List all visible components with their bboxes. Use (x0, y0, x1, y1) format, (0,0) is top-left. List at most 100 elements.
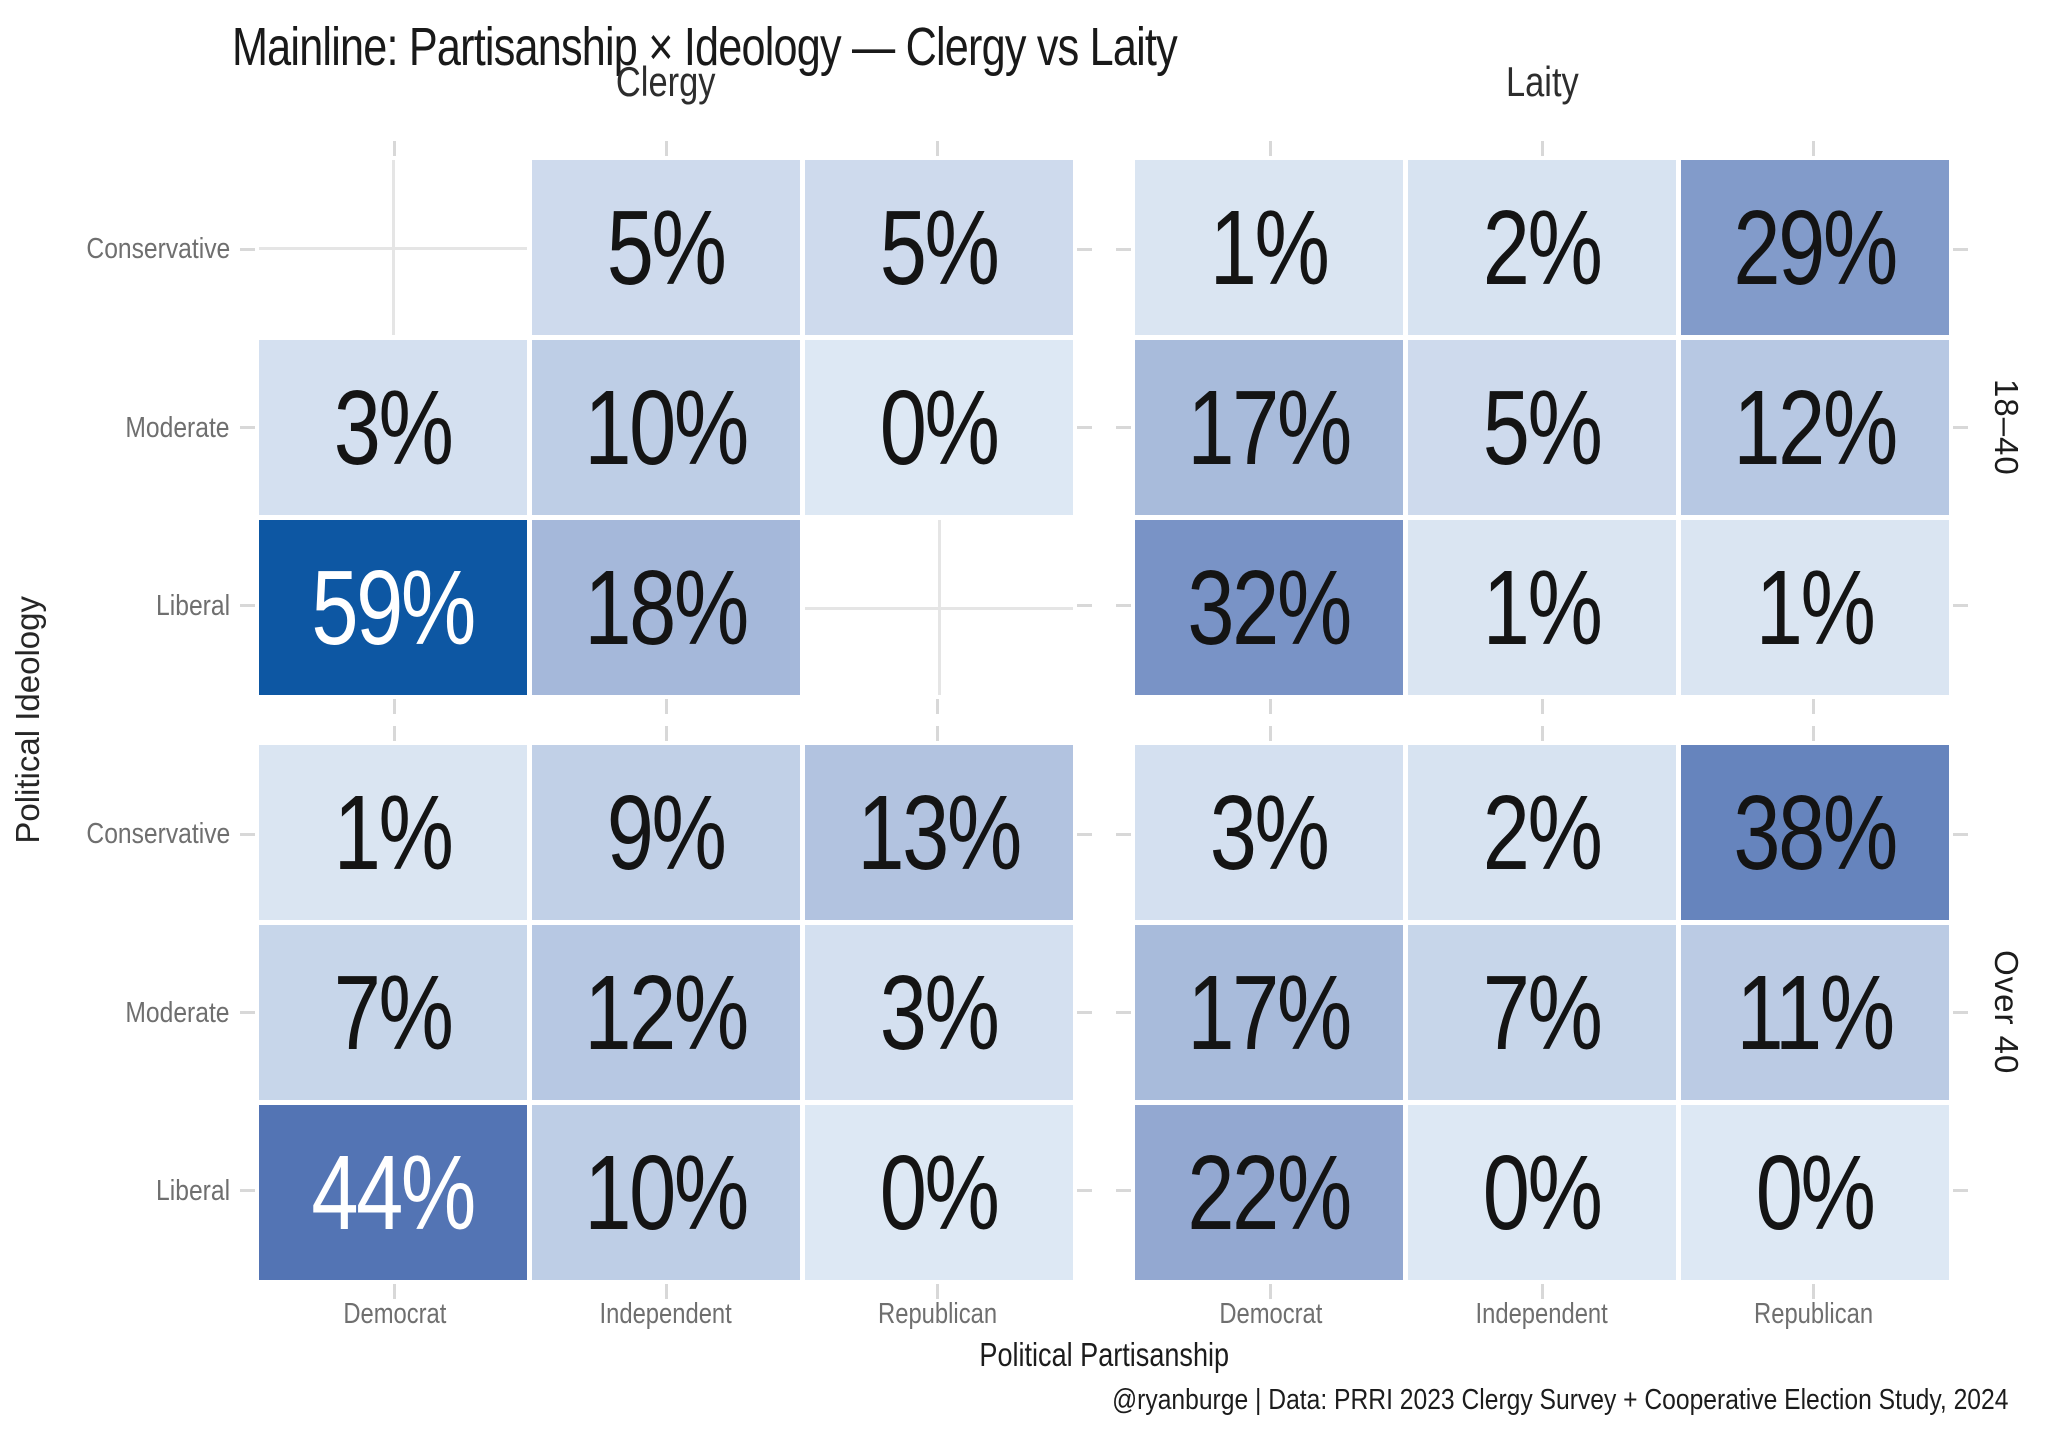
cell-value-label: 10% (584, 368, 750, 487)
axis-tick (1116, 426, 1131, 429)
y-axis-title: Political Ideology (9, 596, 46, 844)
axis-tick (240, 426, 255, 429)
cell-value-label: 44% (311, 1133, 477, 1252)
heatmap-cell: 18% (532, 520, 800, 695)
cell-value-label: 5% (1483, 368, 1603, 487)
axis-tick (664, 1284, 668, 1299)
heatmap-cell: 22% (1135, 1105, 1403, 1280)
heatmap-cell: 3% (805, 925, 1073, 1100)
axis-tick (240, 1011, 255, 1014)
heatmap-cell-empty (805, 520, 1073, 695)
heatmap-cell: 29% (1681, 160, 1949, 335)
cell-value-label: 0% (1756, 1133, 1876, 1252)
cell-value-label: 0% (880, 1133, 1000, 1252)
cell-value-label: 0% (880, 368, 1000, 487)
x-axis-title: Political Partisanship (979, 1336, 1230, 1373)
heatmap-cell: 1% (259, 745, 527, 920)
heatmap-cell: 3% (1135, 745, 1403, 920)
gridline (805, 606, 1073, 610)
axis-tick (1953, 1189, 1968, 1193)
axis-tick (240, 832, 255, 836)
heatmap-cell: 5% (1408, 340, 1676, 515)
y-tick-label: Conservative (86, 233, 230, 266)
axis-tick (1116, 604, 1131, 608)
heatmap-cell: 12% (532, 925, 800, 1100)
axis-tick (1953, 247, 1968, 251)
axis-tick (1540, 141, 1544, 156)
heatmap-cell: 38% (1681, 745, 1949, 920)
facet-row-label-over-40: Over 40 (1988, 950, 2025, 1075)
axis-tick (1269, 1284, 1273, 1299)
x-tick-label: Republican (1753, 1298, 1873, 1330)
cell-value-label: 1% (1210, 188, 1330, 307)
axis-tick (393, 726, 397, 741)
heatmap-cell: 1% (1408, 520, 1676, 695)
heatmap-cell: 13% (805, 745, 1073, 920)
heatmap-cell: 17% (1135, 340, 1403, 515)
x-tick-label: Independent (1475, 1298, 1609, 1330)
cell-value-label: 18% (584, 548, 750, 667)
heatmap-cell: 7% (1408, 925, 1676, 1100)
cell-value-label: 5% (880, 188, 1000, 307)
heatmap-cell: 10% (532, 340, 800, 515)
facet-row-label-18-40: 18–40 (1988, 379, 2025, 476)
cell-value-label: 12% (1733, 368, 1899, 487)
axis-tick (935, 1284, 939, 1299)
heatmap-cell: 0% (1681, 1105, 1949, 1280)
cell-value-label: 17% (1187, 368, 1353, 487)
cell-value-label: 17% (1187, 953, 1353, 1072)
chart-title: Mainline: Partisanship × Ideology — Cler… (232, 16, 1413, 78)
cell-value-label: 9% (607, 773, 727, 892)
cell-value-label: 10% (584, 1133, 750, 1252)
axis-tick (1077, 604, 1092, 608)
axis-tick (240, 604, 255, 608)
cell-value-label: 3% (880, 953, 1000, 1072)
heatmap-cell: 1% (1135, 160, 1403, 335)
heatmap-cell: 11% (1681, 925, 1949, 1100)
facet-panel-clergy-0: 5% 5% 3% 10% 0% 59% 18% (240, 141, 1092, 714)
caption: @ryanburge | Data: PRRI 2023 Clergy Surv… (1111, 1384, 2008, 1416)
heatmap-cell: 7% (259, 925, 527, 1100)
facet-panel-laity-3: 3% 2% 38% 17% 7% 11% 22% 0% 0% (1116, 726, 1968, 1299)
axis-tick (1077, 247, 1092, 251)
axis-tick (1540, 699, 1544, 714)
cell-value-label: 1% (334, 773, 454, 892)
x-tick-label: Republican (877, 1298, 997, 1330)
heatmap-cell: 0% (805, 1105, 1073, 1280)
cell-value-label: 7% (334, 953, 454, 1072)
y-tick-label: Moderate (125, 996, 230, 1029)
axis-tick (1540, 1284, 1544, 1299)
cell-value-label: 59% (311, 548, 477, 667)
cell-value-label: 3% (1210, 773, 1330, 892)
axis-tick (393, 699, 397, 714)
heatmap-cell: 0% (1408, 1105, 1676, 1280)
y-tick-label: Liberal (155, 589, 230, 622)
cell-value-label: 1% (1756, 548, 1876, 667)
axis-tick (664, 726, 668, 741)
axis-tick (1953, 426, 1968, 429)
axis-tick (1811, 141, 1815, 156)
cell-value-label: 29% (1733, 188, 1899, 307)
axis-tick (240, 1189, 255, 1193)
x-tick-label: Democrat (343, 1298, 447, 1330)
axis-tick (1077, 832, 1092, 836)
axis-tick (393, 141, 397, 156)
heatmap-cell: 2% (1408, 160, 1676, 335)
axis-tick (935, 726, 939, 741)
axis-tick (1077, 1189, 1092, 1193)
cell-value-label: 13% (857, 773, 1023, 892)
axis-tick (1077, 426, 1092, 429)
axis-tick (664, 141, 668, 156)
axis-tick (1540, 726, 1544, 741)
heatmap-cell: 32% (1135, 520, 1403, 695)
axis-tick (1953, 832, 1968, 836)
axis-tick (1269, 141, 1273, 156)
axis-tick (935, 699, 939, 714)
axis-tick (935, 141, 939, 156)
axis-tick (1269, 726, 1273, 741)
heatmap-cell: 17% (1135, 925, 1403, 1100)
heatmap-cell: 1% (1681, 520, 1949, 695)
heatmap-cell: 9% (532, 745, 800, 920)
heatmap-cell: 3% (259, 340, 527, 515)
